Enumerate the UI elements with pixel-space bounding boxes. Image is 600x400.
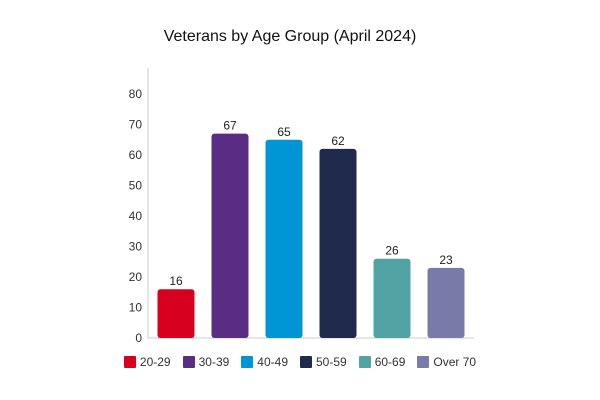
bar-3	[265, 139, 303, 338]
legend-swatch	[182, 356, 195, 368]
y-tick-label: 20	[129, 270, 143, 284]
y-tick-label: 80	[129, 87, 143, 101]
bar-1	[157, 289, 195, 338]
y-tick-label: 70	[129, 118, 143, 132]
legend-label: 40-49	[257, 355, 288, 369]
y-tick-label: 10	[129, 301, 143, 315]
bar-value-label: 62	[331, 134, 345, 148]
legend-label: 20-29	[139, 355, 171, 369]
bars-group	[157, 133, 465, 338]
y-axis-ticks: 0 10 20 30 40 50 60 70 80	[129, 87, 143, 345]
bar-value-label: 65	[277, 125, 291, 139]
legend-item: 30-39	[182, 355, 230, 369]
bar-value-label: 23	[439, 253, 453, 267]
y-tick-label: 50	[129, 179, 143, 193]
legend-swatch	[358, 356, 371, 368]
bar-value-label: 16	[169, 274, 183, 288]
legend-label: 60-69	[374, 355, 406, 369]
y-tick-label: 0	[135, 331, 142, 345]
legend-item: 40-49	[241, 355, 288, 369]
chart-title: Veterans by Age Group (April 2024)	[163, 28, 417, 45]
bar-4	[319, 148, 357, 338]
legend-label: Over 70	[433, 355, 477, 369]
legend-item: Over 70	[417, 355, 476, 369]
legend-item: 60-69	[358, 355, 406, 369]
y-tick-label: 40	[129, 209, 143, 223]
bar-6	[427, 267, 465, 338]
bar-5	[373, 258, 411, 338]
legend-label: 50-59	[316, 355, 347, 369]
bar-2	[211, 133, 249, 338]
y-tick-label: 30	[129, 240, 143, 254]
legend-swatch	[417, 356, 430, 368]
bar-value-label: 67	[223, 119, 237, 133]
legend-label: 30-39	[198, 355, 230, 369]
bar-value-label: 26	[385, 244, 399, 258]
legend-swatch	[241, 356, 254, 368]
legend-swatch	[300, 356, 312, 368]
data-labels-group: 16 67 65 62 26 23	[169, 119, 453, 289]
legend-swatch	[123, 356, 136, 368]
legend-item: 20-29	[123, 355, 171, 369]
legend-item: 50-59	[300, 355, 347, 369]
legend: 20-29 30-39 40-49 50-59 60-69 Over 70	[0, 355, 600, 369]
y-tick-label: 60	[129, 148, 143, 162]
